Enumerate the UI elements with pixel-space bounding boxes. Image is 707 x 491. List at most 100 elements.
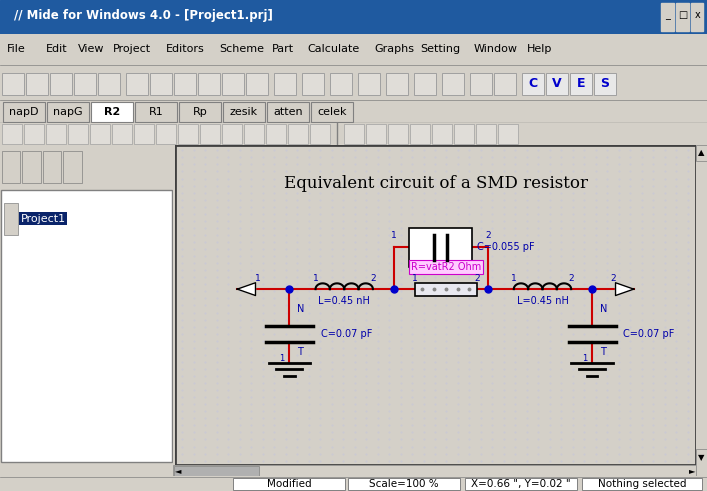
Polygon shape xyxy=(238,283,255,296)
Bar xyxy=(366,124,386,144)
Text: V: V xyxy=(552,78,562,90)
Bar xyxy=(4,203,18,235)
Text: // Mide for Windows 4.0 - [Project1.prj]: // Mide for Windows 4.0 - [Project1.prj] xyxy=(14,9,273,22)
Text: Modified: Modified xyxy=(267,479,311,489)
Text: File: File xyxy=(7,44,26,54)
Text: celek: celek xyxy=(317,107,346,117)
Bar xyxy=(409,228,472,267)
Text: R2: R2 xyxy=(104,107,120,117)
Bar xyxy=(696,449,707,465)
Bar xyxy=(43,151,61,183)
Bar xyxy=(174,73,196,95)
Text: R1: R1 xyxy=(148,107,163,117)
Text: 2: 2 xyxy=(485,231,491,240)
Bar xyxy=(63,151,81,183)
Bar xyxy=(198,73,220,95)
Text: 1: 1 xyxy=(582,355,587,363)
Bar xyxy=(522,73,544,95)
Bar xyxy=(330,73,352,95)
Text: Project1: Project1 xyxy=(21,214,66,223)
Bar xyxy=(661,3,674,31)
Bar xyxy=(465,478,577,490)
Bar xyxy=(696,145,707,161)
Text: napG: napG xyxy=(53,107,83,117)
Text: 1: 1 xyxy=(255,274,261,283)
Bar xyxy=(233,478,345,490)
Bar xyxy=(691,3,703,31)
Text: zesik: zesik xyxy=(230,107,258,117)
Bar xyxy=(267,102,309,122)
Text: Help: Help xyxy=(527,44,552,54)
Bar xyxy=(26,73,48,95)
Text: ▼: ▼ xyxy=(699,453,705,462)
Bar xyxy=(442,73,464,95)
Bar xyxy=(179,102,221,122)
Bar xyxy=(288,124,308,144)
Bar xyxy=(2,73,24,95)
Bar xyxy=(200,124,220,144)
Text: Edit: Edit xyxy=(46,44,68,54)
Bar xyxy=(274,73,296,95)
Bar xyxy=(222,124,242,144)
Text: 1: 1 xyxy=(511,274,517,283)
Bar xyxy=(388,124,408,144)
Bar xyxy=(310,124,330,144)
Text: R=vatR2 Ohm: R=vatR2 Ohm xyxy=(411,262,481,272)
Text: 1: 1 xyxy=(312,274,318,283)
Bar xyxy=(2,151,21,183)
Bar xyxy=(594,73,616,95)
Text: 1: 1 xyxy=(411,274,418,283)
Text: Graphs: Graphs xyxy=(375,44,415,54)
Text: Part: Part xyxy=(272,44,294,54)
Bar xyxy=(432,124,452,144)
Text: N: N xyxy=(600,303,607,314)
Bar xyxy=(135,102,177,122)
Text: T: T xyxy=(297,347,303,357)
Text: ▲: ▲ xyxy=(699,148,705,157)
Bar xyxy=(68,124,88,144)
Text: 1: 1 xyxy=(391,231,397,240)
Text: Window: Window xyxy=(474,44,518,54)
Bar xyxy=(498,124,518,144)
Bar xyxy=(570,73,592,95)
Bar xyxy=(223,102,265,122)
Text: X=0.66 ", Y=0.02 ": X=0.66 ", Y=0.02 " xyxy=(471,479,571,489)
Text: 2: 2 xyxy=(474,274,480,283)
Bar xyxy=(494,73,516,95)
Bar xyxy=(470,73,492,95)
Bar xyxy=(386,73,408,95)
Bar xyxy=(676,3,689,31)
Bar xyxy=(2,124,22,144)
Bar xyxy=(90,124,110,144)
Text: ►: ► xyxy=(689,466,696,475)
Bar xyxy=(150,73,172,95)
Text: 1: 1 xyxy=(279,355,284,363)
Text: S: S xyxy=(600,78,609,90)
Text: T: T xyxy=(600,347,606,357)
Text: C=0.07 pF: C=0.07 pF xyxy=(321,329,372,339)
Text: Calculate: Calculate xyxy=(308,44,360,54)
Bar xyxy=(178,124,198,144)
Polygon shape xyxy=(616,283,633,296)
Bar xyxy=(246,73,268,95)
Bar xyxy=(50,73,72,95)
Bar xyxy=(98,73,120,95)
Text: 2: 2 xyxy=(610,274,616,283)
Bar xyxy=(311,102,353,122)
Text: Rp: Rp xyxy=(192,107,207,117)
Text: Project: Project xyxy=(113,44,151,54)
Text: atten: atten xyxy=(273,107,303,117)
Bar xyxy=(134,124,154,144)
Bar xyxy=(174,466,259,476)
Bar xyxy=(173,465,696,476)
Text: Scale=100 %: Scale=100 % xyxy=(369,479,439,489)
Text: □: □ xyxy=(677,10,687,21)
Bar xyxy=(454,124,474,144)
Bar xyxy=(74,73,96,95)
Text: N: N xyxy=(297,303,305,314)
Bar xyxy=(222,73,244,95)
Text: Editors: Editors xyxy=(166,44,205,54)
Text: napD: napD xyxy=(9,107,39,117)
Bar xyxy=(546,73,568,95)
Text: ◄: ◄ xyxy=(175,466,181,475)
